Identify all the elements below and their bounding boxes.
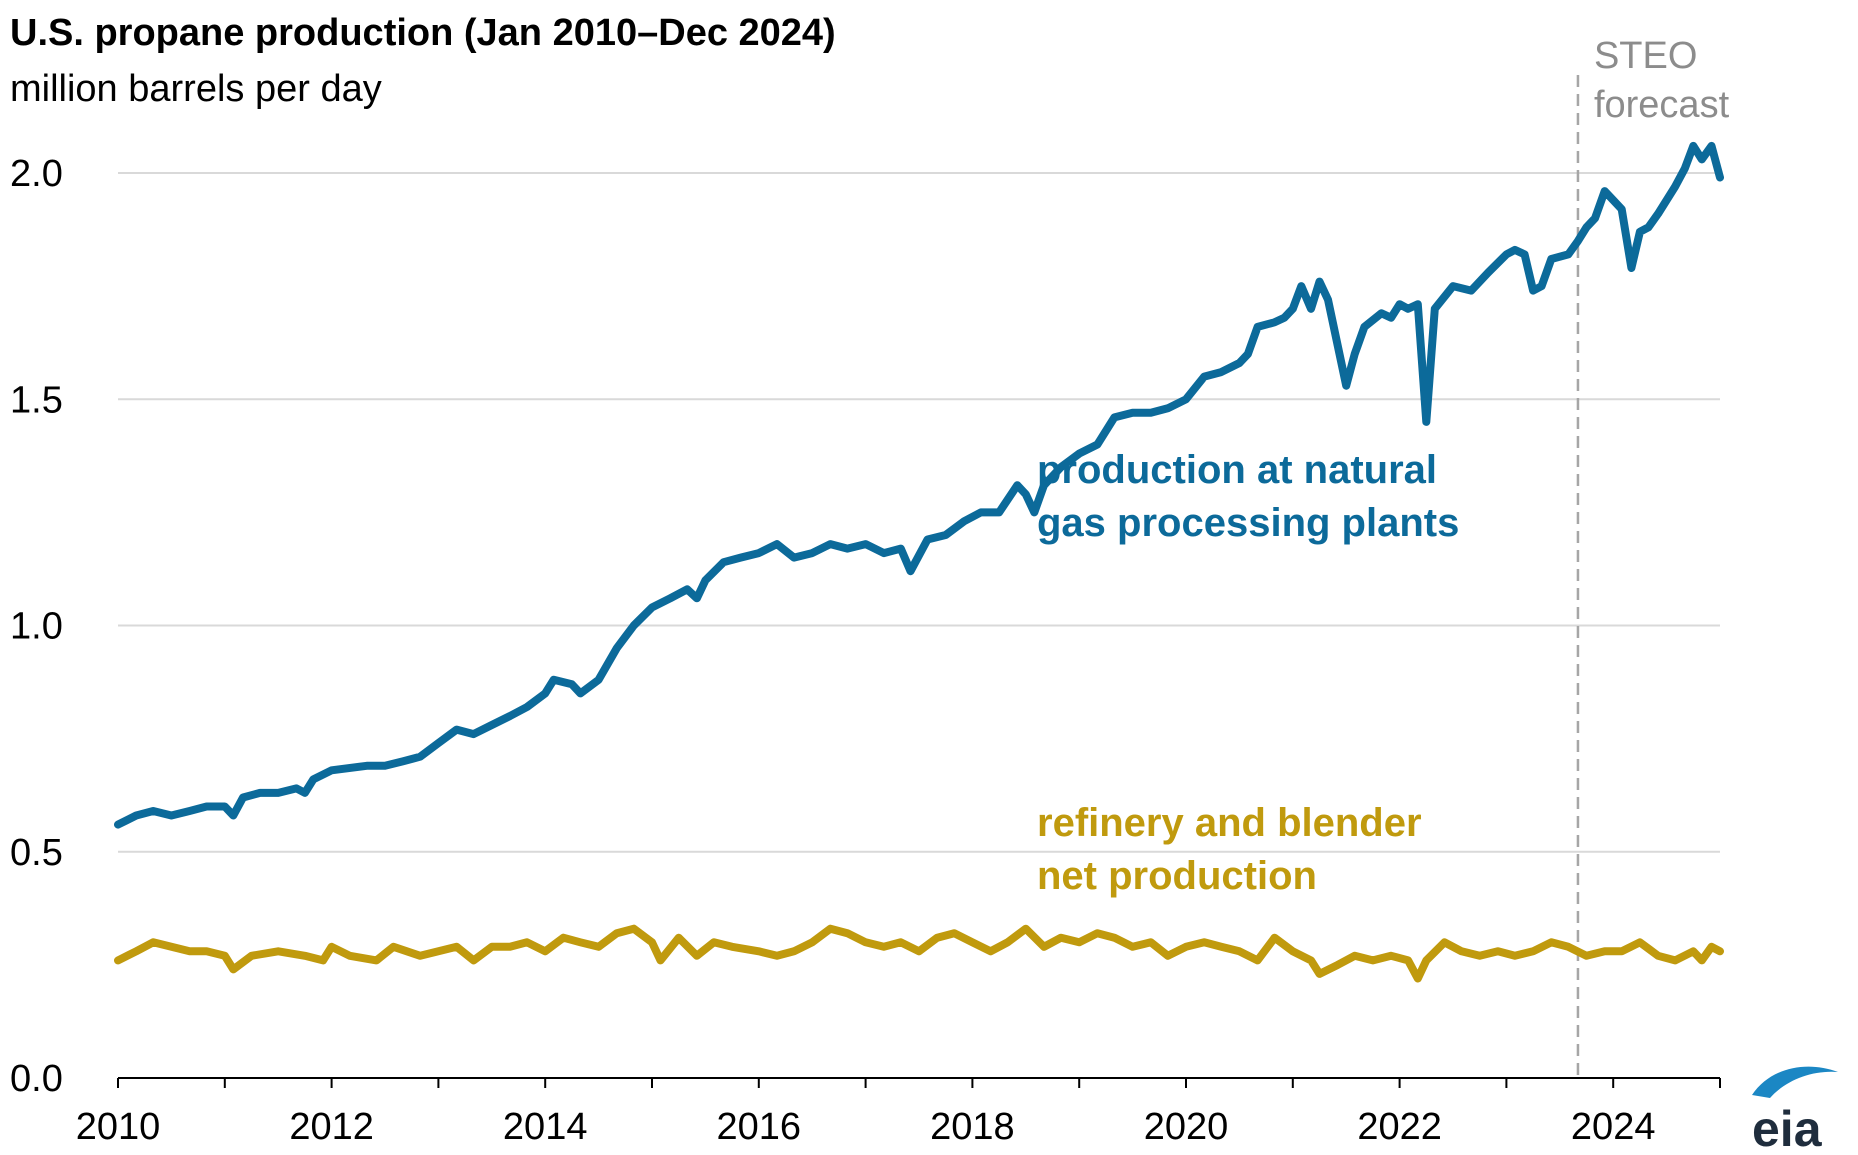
x-tick-label: 2022 bbox=[1357, 1106, 1442, 1148]
x-tick-label: 2014 bbox=[503, 1106, 588, 1148]
grid-lines bbox=[118, 172, 1720, 853]
x-tick-label: 2018 bbox=[930, 1106, 1015, 1148]
series-label-refinery: refinery and blender bbox=[1037, 801, 1422, 845]
x-tick-label: 2024 bbox=[1571, 1106, 1656, 1148]
forecast-label: STEO bbox=[1594, 35, 1697, 77]
eia-logo: eia bbox=[1752, 1066, 1838, 1155]
y-tick-label: 1.5 bbox=[10, 379, 63, 421]
forecast-label: forecast bbox=[1594, 84, 1730, 126]
x-tick-label: 2016 bbox=[717, 1106, 802, 1148]
series-labels: production at natural gas processing plan… bbox=[1037, 448, 1459, 898]
axes: 0.0 0.5 1.0 1.5 2.0 2010 2012 2014 2016 2018 2020 2… bbox=[10, 153, 1721, 1148]
series-label-gas-plants: production at natural bbox=[1037, 448, 1437, 492]
x-tick-label: 2010 bbox=[76, 1106, 161, 1148]
eia-logo-text: eia bbox=[1752, 1101, 1823, 1155]
chart-title: U.S. propane production (Jan 2010–Dec 20… bbox=[10, 12, 836, 54]
series-label-gas-plants: gas processing plants bbox=[1037, 501, 1459, 545]
eia-logo-swoosh-icon bbox=[1752, 1066, 1838, 1098]
y-tick-label: 1.0 bbox=[10, 606, 63, 648]
series-line-refinery bbox=[114, 924, 1724, 983]
y-tick-label: 2.0 bbox=[10, 153, 63, 195]
series-lines bbox=[114, 141, 1724, 983]
chart-subtitle: million barrels per day bbox=[10, 68, 382, 110]
series-label-refinery: net production bbox=[1037, 854, 1317, 898]
x-tick-label: 2020 bbox=[1144, 1106, 1229, 1148]
y-tick-label: 0.0 bbox=[10, 1058, 63, 1100]
x-tick-label: 2012 bbox=[289, 1106, 374, 1148]
y-tick-label: 0.5 bbox=[10, 832, 63, 874]
forecast-region: STEO forecast bbox=[1576, 35, 1730, 1078]
series-line-gas-plants bbox=[114, 141, 1724, 829]
